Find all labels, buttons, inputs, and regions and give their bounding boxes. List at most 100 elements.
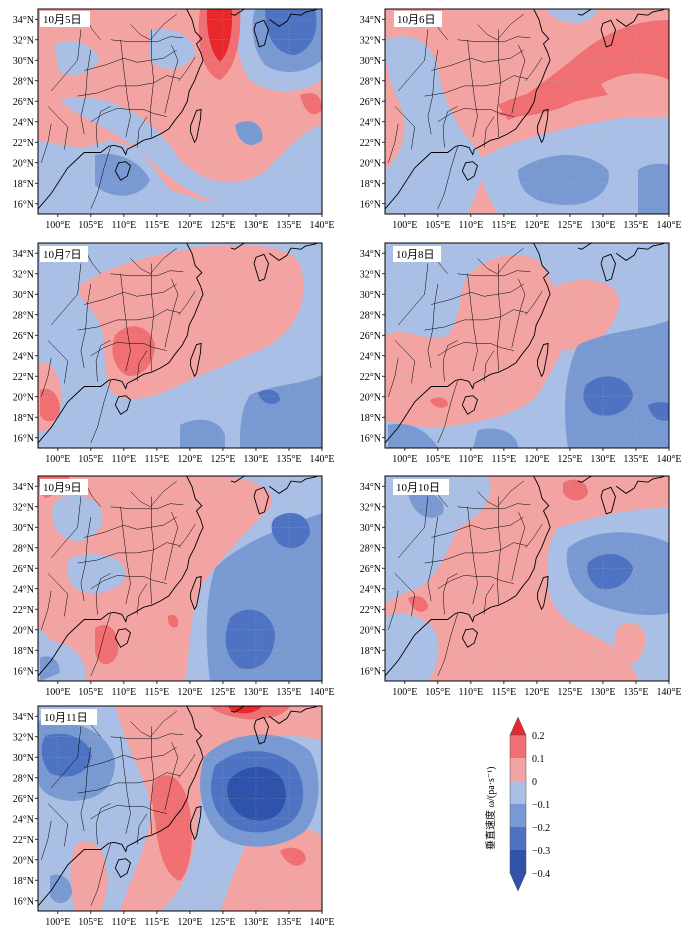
contour-region: [408, 596, 428, 612]
lon-tick-label: 115°E: [492, 687, 517, 698]
axis-ticks: 16°N 18°N 20°N 22°N 24°N 26°N 28°N 30°N 32°N 34°N…: [360, 15, 682, 231]
lon-tick-label: 110°E: [458, 687, 483, 698]
coast-line: [268, 706, 319, 724]
province-border: [80, 49, 92, 135]
province-border: [437, 342, 514, 357]
province-border: [497, 496, 501, 605]
province-border: [431, 283, 524, 305]
grid-lines: [38, 243, 322, 448]
lat-tick-label: 18°N: [13, 413, 34, 424]
province-border: [110, 36, 184, 43]
lat-tick-label: 18°N: [13, 179, 34, 190]
province-border: [457, 503, 531, 510]
province-border: [84, 516, 177, 538]
contour-region: [258, 389, 280, 405]
lat-tick-label: 32°N: [360, 35, 381, 46]
province-border: [424, 309, 528, 331]
lat-tick-label: 24°N: [13, 584, 34, 595]
coastline: [38, 476, 319, 677]
province-border: [164, 44, 179, 114]
coast-line: [615, 9, 666, 27]
province-border: [398, 263, 429, 326]
province-border: [95, 106, 111, 148]
map-panel-oct5: 16°N 18°N 20°N 22°N 24°N 26°N 28°N 30°N 32°N 34°N…: [0, 0, 345, 235]
lon-tick-label: 120°E: [177, 220, 202, 231]
lat-tick-label: 30°N: [13, 753, 34, 764]
coastline: [385, 476, 666, 677]
axis-ticks: 16°N 18°N 20°N 22°N 24°N 26°N 28°N 30°N 32°N 34°N…: [13, 712, 335, 928]
province-border: [95, 340, 111, 382]
lon-tick-label: 105°E: [425, 687, 450, 698]
map-svg: 16°N 18°N 20°N 22°N 24°N 26°N 28°N 30°N 32°N 34°N…: [13, 8, 335, 231]
coast-line: [268, 9, 319, 27]
coast-line: [537, 342, 549, 378]
date-label-bg: [394, 11, 442, 27]
lon-tick-label: 135°E: [276, 454, 301, 465]
lat-tick-label: 24°N: [360, 351, 381, 362]
province-border: [150, 496, 154, 605]
map-svg: 16°N 18°N 20°N 22°N 24°N 26°N 28°N 30°N 32°N 34°N…: [360, 475, 682, 698]
province-border: [41, 590, 52, 630]
lon-tick-label: 115°E: [145, 454, 170, 465]
map-frame: [384, 8, 670, 215]
map-svg: 16°N 18°N 20°N 22°N 24°N 26°N 28°N 30°N 32°N 34°N…: [13, 475, 335, 698]
province-border: [442, 340, 458, 382]
lon-tick-label: 135°E: [276, 917, 301, 928]
coast-line: [38, 706, 204, 907]
colorbar-tick-label: 0: [532, 777, 537, 788]
date-label: 10月9日: [43, 482, 82, 494]
lon-tick-label: 115°E: [492, 220, 517, 231]
coast-line: [114, 161, 132, 181]
axis-ticks: 16°N 18°N 20°N 22°N 24°N 26°N 28°N 30°N 32°N 34°N…: [13, 482, 335, 698]
coast-line: [461, 628, 479, 648]
coastline: [38, 706, 319, 907]
lon-tick-label: 105°E: [78, 454, 103, 465]
province-border: [47, 340, 68, 384]
lat-tick-label: 22°N: [13, 605, 34, 616]
coast-line: [615, 243, 666, 261]
province-border: [431, 49, 524, 71]
contour-region: [638, 163, 669, 214]
coast-line: [268, 243, 319, 261]
contour-region: [587, 553, 633, 590]
province-border: [51, 726, 82, 789]
lat-tick-label: 30°N: [360, 290, 381, 301]
province-border: [388, 123, 399, 163]
lat-tick-label: 28°N: [13, 543, 34, 554]
coast-line: [600, 253, 616, 282]
contour-region: [40, 656, 60, 681]
contour-region: [60, 97, 322, 214]
map-frame: [37, 242, 323, 449]
lat-tick-label: 34°N: [360, 15, 381, 26]
province-border: [398, 496, 429, 559]
lat-tick-label: 20°N: [13, 625, 34, 636]
grid-lines: [38, 706, 322, 911]
lon-tick-label: 110°E: [111, 454, 136, 465]
lat-tick-label: 20°N: [360, 625, 381, 636]
contour-region: [385, 612, 439, 681]
province-border: [80, 746, 92, 832]
lat-tick-label: 26°N: [13, 794, 34, 805]
province-border: [457, 36, 531, 43]
province-border: [511, 44, 526, 114]
province-border: [136, 350, 148, 382]
province-border: [90, 380, 111, 443]
contour-region: [648, 402, 669, 421]
contour-region: [151, 775, 192, 881]
contour-region: [388, 423, 438, 448]
map-frame: [384, 475, 670, 682]
contour-region: [473, 428, 518, 448]
lat-tick-label: 16°N: [360, 199, 381, 210]
lon-tick-label: 125°E: [557, 220, 582, 231]
colorbar-segment: [510, 850, 526, 873]
lon-tick-label: 105°E: [78, 917, 103, 928]
province-border: [80, 283, 92, 369]
province-border: [130, 13, 177, 41]
province-border: [136, 583, 148, 615]
colorbar-segment: [510, 804, 526, 827]
lat-tick-label: 16°N: [13, 199, 34, 210]
map-svg: 16°N 18°N 20°N 22°N 24°N 26°N 28°N 30°N 32°N 34°N…: [360, 8, 682, 231]
contour-region: [150, 28, 195, 70]
coast-line: [190, 108, 202, 144]
coast-line: [253, 716, 269, 745]
